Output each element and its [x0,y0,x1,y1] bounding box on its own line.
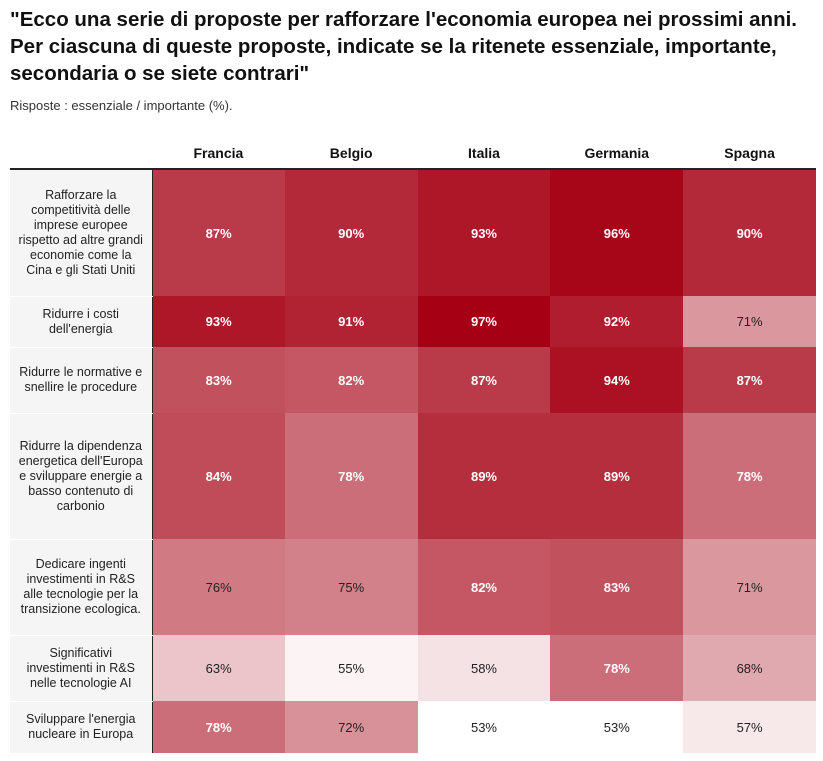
row-label: Ridurre la dipendenza energetica dell'Eu… [10,413,153,540]
heatmap-cell: 76% [152,539,285,635]
heatmap-cell: 82% [417,539,551,635]
table-row: Dedicare ingenti investimenti in R&S all… [10,539,816,636]
heatmap-cell: 72% [284,701,418,753]
header-corner [10,137,152,170]
heatmap-cell: 83% [152,347,285,413]
column-header: Germania [550,137,684,170]
row-label: Ridurre le normative e snellire le proce… [10,347,153,414]
heatmap-table: Francia Belgio Italia Germania Spagna Ra… [10,137,816,754]
heatmap-cell: 78% [284,413,418,539]
column-header: Francia [152,137,285,170]
chart-subtitle: Risposte : essenziale / importante (%). [10,98,233,113]
column-header: Belgio [284,137,418,170]
heatmap-cell: 78% [152,701,285,753]
heatmap-cell: 90% [284,169,418,296]
heatmap-cell: 63% [152,635,285,701]
heatmap-cell: 91% [284,296,418,347]
heatmap-cell: 97% [417,296,551,347]
heatmap-cell: 87% [152,169,285,296]
heatmap-cell: 71% [683,296,816,347]
heatmap-cell: 87% [417,347,551,413]
heatmap-cell: 93% [417,169,551,296]
column-header: Spagna [683,137,816,170]
heatmap-cell: 75% [284,539,418,635]
heatmap-cell: 96% [550,169,684,296]
heatmap-cell: 92% [550,296,684,347]
row-label: Dedicare ingenti investimenti in R&S all… [10,539,153,636]
heatmap-cell: 53% [417,701,551,753]
heatmap-cell: 94% [550,347,684,413]
heatmap-cell: 71% [683,539,816,635]
heatmap-cell: 83% [550,539,684,635]
heatmap-cell: 55% [284,635,418,701]
heatmap-cell: 84% [152,413,285,539]
table-row: Ridurre i costi dell'energia 93% 91% 97% 92%… [10,296,816,348]
heatmap-cell: 53% [550,701,684,753]
row-label: Ridurre i costi dell'energia [10,296,153,348]
table-row: Ridurre le normative e snellire le proce… [10,347,816,414]
column-header: Italia [417,137,551,170]
table-row: Significativi investimenti in R&S nelle … [10,635,816,702]
chart-title: "Ecco una serie di proposte per rafforza… [10,8,797,85]
heatmap-cell: 89% [550,413,684,539]
heatmap-cell: 82% [284,347,418,413]
header-row: Francia Belgio Italia Germania Spagna [10,137,816,170]
heatmap-cell: 78% [683,413,816,539]
heatmap-cell: 78% [550,635,684,701]
row-label: Sviluppare l'energia nucleare in Europa [10,701,153,754]
table-row: Ridurre la dipendenza energetica dell'Eu… [10,413,816,540]
heatmap-cell: 93% [152,296,285,347]
table-row: Rafforzare la competitività delle impres… [10,169,816,297]
heatmap-cell: 58% [417,635,551,701]
row-label: Significativi investimenti in R&S nelle … [10,635,153,702]
heatmap-cell: 87% [683,347,816,413]
heatmap-cell: 57% [683,701,816,753]
table-row: Sviluppare l'energia nucleare in Europa 7… [10,701,816,754]
heatmap-cell: 89% [417,413,551,539]
heatmap-body: Rafforzare la competitività delle impres… [10,169,816,754]
heatmap-cell: 68% [683,635,816,701]
heatmap-cell: 90% [683,169,816,296]
row-label: Rafforzare la competitività delle impres… [10,169,153,297]
